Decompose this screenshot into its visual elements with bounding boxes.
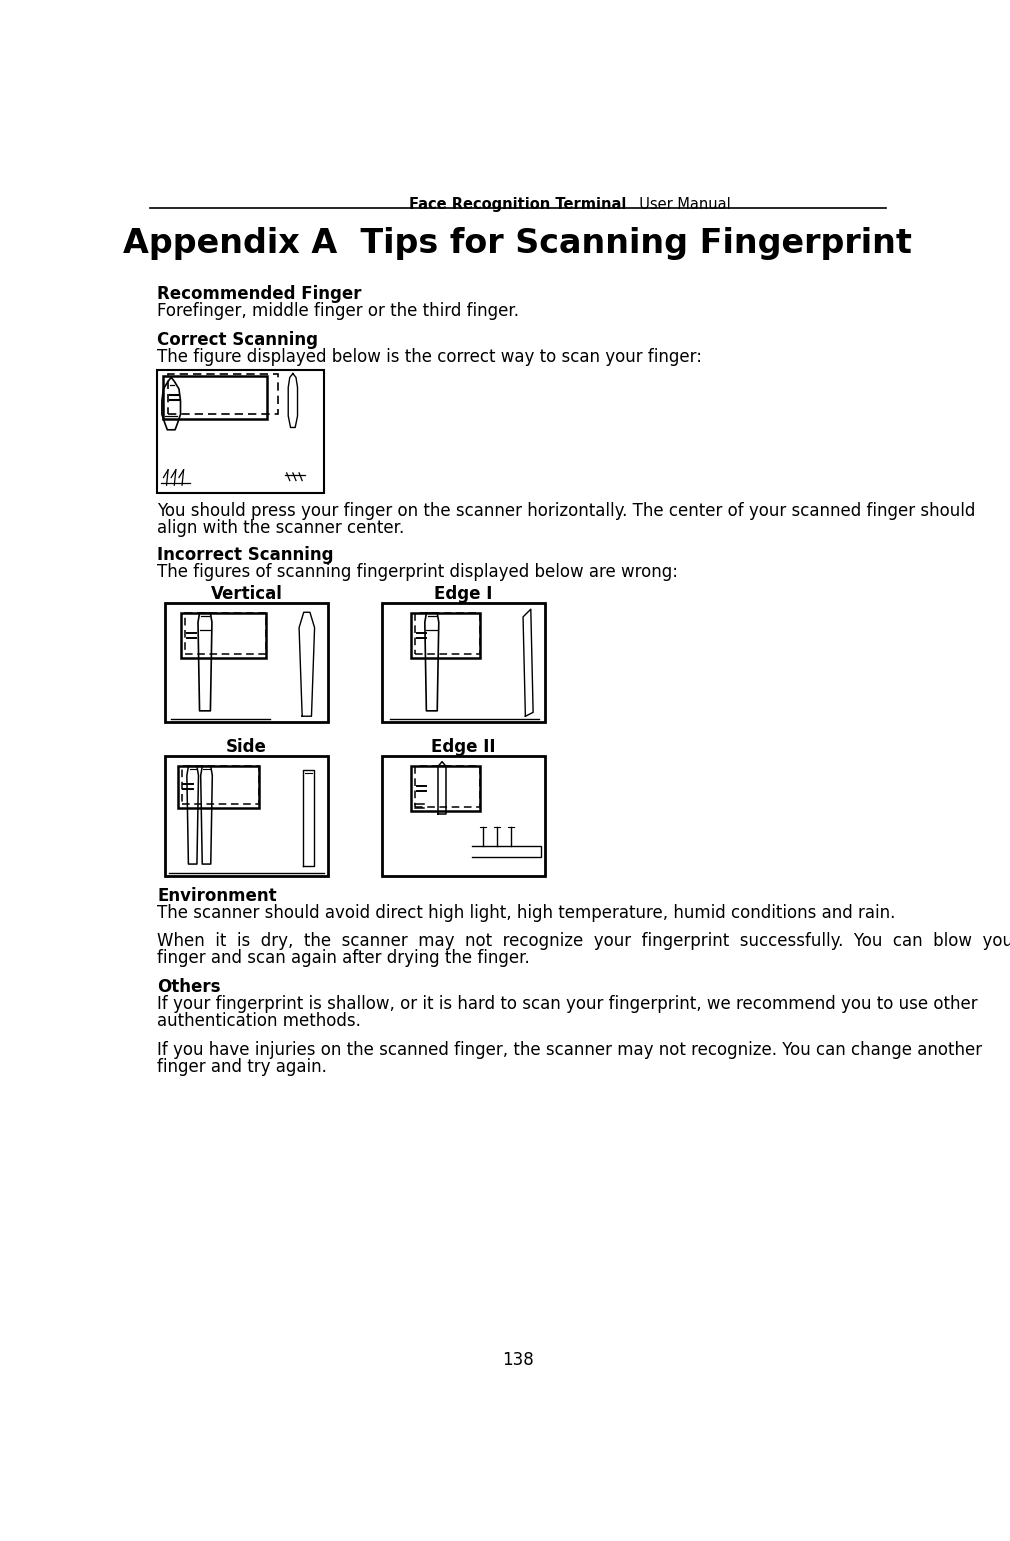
Bar xyxy=(164,376,267,419)
Bar xyxy=(182,766,260,804)
Bar xyxy=(165,757,328,875)
Text: Edge II: Edge II xyxy=(431,738,496,755)
Bar xyxy=(185,613,266,653)
Text: When  it  is  dry,  the  scanner  may  not  recognize  your  fingerprint  succes: When it is dry, the scanner may not reco… xyxy=(158,932,1010,949)
Text: Incorrect Scanning: Incorrect Scanning xyxy=(158,546,333,564)
Text: Correct Scanning: Correct Scanning xyxy=(158,331,318,350)
Text: Forefinger, middle finger or the third finger.: Forefinger, middle finger or the third f… xyxy=(158,302,519,321)
Bar xyxy=(165,603,328,723)
Text: Edge I: Edge I xyxy=(434,584,493,603)
Text: The figures of scanning fingerprint displayed below are wrong:: The figures of scanning fingerprint disp… xyxy=(158,562,679,581)
Bar xyxy=(411,766,480,811)
Text: Appendix A  Tips for Scanning Fingerprint: Appendix A Tips for Scanning Fingerprint xyxy=(123,227,912,260)
Bar xyxy=(415,613,480,653)
Bar xyxy=(178,766,260,807)
Text: The scanner should avoid direct high light, high temperature, humid conditions a: The scanner should avoid direct high lig… xyxy=(158,905,896,922)
Text: finger and scan again after drying the finger.: finger and scan again after drying the f… xyxy=(158,949,530,966)
Text: If you have injuries on the scanned finger, the scanner may not recognize. You c: If you have injuries on the scanned fing… xyxy=(158,1042,983,1059)
Text: Vertical: Vertical xyxy=(210,584,283,603)
Bar xyxy=(168,373,278,415)
Text: Others: Others xyxy=(158,979,221,995)
Text: You should press your finger on the scanner horizontally. The center of your sca: You should press your finger on the scan… xyxy=(158,502,976,521)
Text: Side: Side xyxy=(226,738,267,755)
Bar xyxy=(181,613,266,658)
Text: align with the scanner center.: align with the scanner center. xyxy=(158,519,404,538)
Text: User Manual: User Manual xyxy=(630,197,731,213)
Text: Face Recognition Terminal: Face Recognition Terminal xyxy=(409,197,626,213)
Text: If your fingerprint is shallow, or it is hard to scan your fingerprint, we recom: If your fingerprint is shallow, or it is… xyxy=(158,995,978,1012)
Text: authentication methods.: authentication methods. xyxy=(158,1012,362,1029)
Bar xyxy=(382,603,544,723)
Bar xyxy=(382,757,544,875)
Text: Environment: Environment xyxy=(158,888,277,905)
Text: 138: 138 xyxy=(502,1351,533,1370)
Bar xyxy=(411,613,480,658)
Text: finger and try again.: finger and try again. xyxy=(158,1059,327,1076)
Text: The figure displayed below is the correct way to scan your finger:: The figure displayed below is the correc… xyxy=(158,348,702,367)
Bar xyxy=(158,370,324,493)
Bar xyxy=(415,766,480,807)
Text: Recommended Finger: Recommended Finger xyxy=(158,285,362,304)
